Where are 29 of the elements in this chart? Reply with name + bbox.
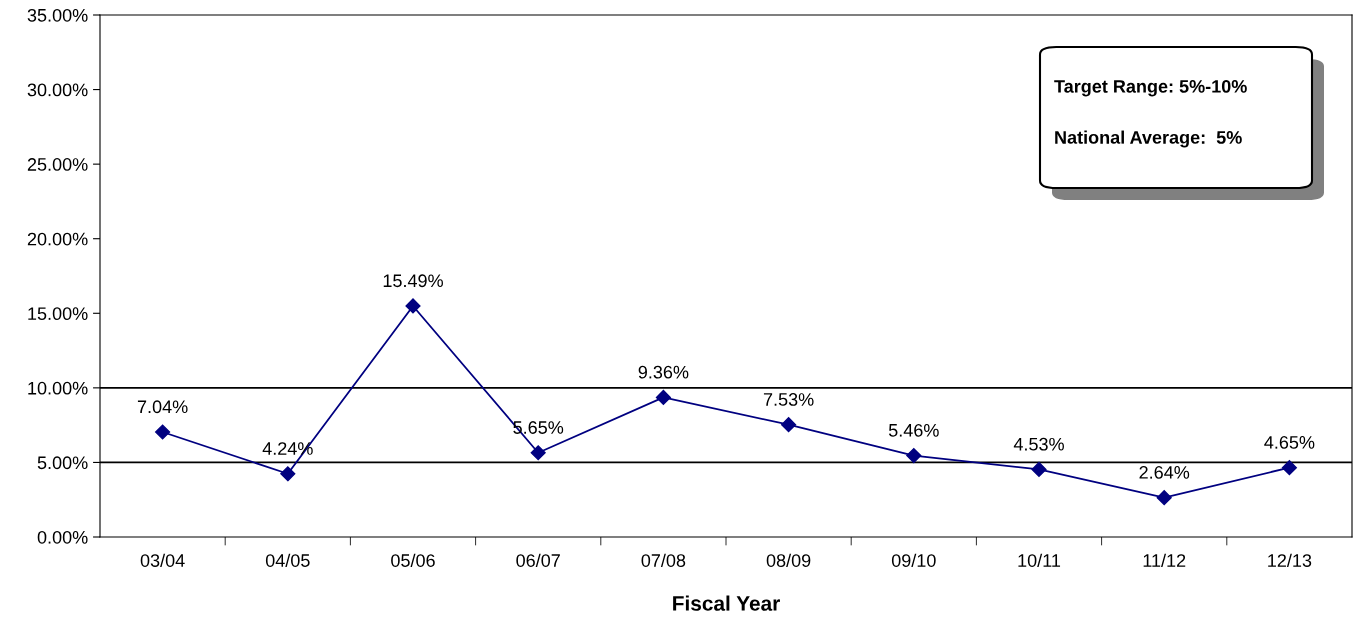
- x-tick-label: 03/04: [140, 553, 185, 567]
- data-label: 7.53%: [763, 393, 814, 406]
- annotation: National Average: 5%: [1055, 130, 1242, 148]
- x-axis-title: Fiscal Year: [673, 595, 780, 611]
- data-label: 7.04%: [137, 400, 188, 414]
- x-tick-label: 12/13: [1268, 553, 1312, 567]
- data-label: 9.36%: [638, 365, 689, 379]
- data-label: 4.53%: [1013, 437, 1064, 451]
- y-tick-label: 15.00%: [28, 307, 88, 321]
- data-label: 15.49%: [383, 274, 443, 288]
- y-tick-label: 25.00%: [27, 158, 88, 171]
- y-tick-label: 30.00%: [27, 83, 88, 97]
- data-label: 2.64%: [1139, 465, 1190, 479]
- annotation: Target Range: 5%-10%: [1054, 79, 1247, 97]
- x-tick-label: 10/11: [1018, 553, 1061, 567]
- y-tick-label: 10.00%: [28, 381, 88, 395]
- x-tick-label: 08/09: [766, 553, 811, 567]
- data-label: 5.46%: [888, 423, 939, 437]
- y-tick-label: 5.00%: [37, 456, 88, 470]
- y-tick-label: 35.00%: [27, 8, 88, 22]
- x-tick-label: 07/08: [641, 553, 686, 567]
- x-tick-label: 05/06: [391, 553, 435, 567]
- x-tick-label: 06/07: [516, 553, 560, 567]
- data-label: 4.65%: [1264, 436, 1315, 449]
- x-tick-label: 11/12: [1143, 553, 1186, 567]
- x-tick-label: 04/05: [265, 553, 310, 567]
- x-tick-label: 09/10: [891, 553, 936, 567]
- y-tick-label: 0.00%: [37, 530, 88, 544]
- y-tick-label: 20.00%: [27, 232, 88, 246]
